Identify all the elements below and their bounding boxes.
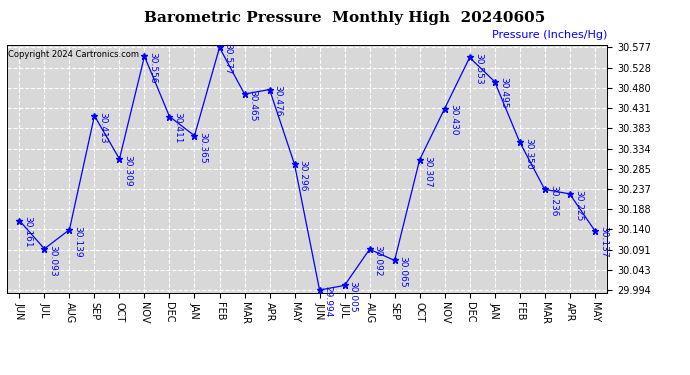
Text: 30.350: 30.350 [524, 138, 533, 170]
Text: 30.225: 30.225 [574, 190, 583, 221]
Text: 30.137: 30.137 [599, 226, 608, 258]
Text: 29.994: 29.994 [324, 286, 333, 317]
Text: 30.430: 30.430 [448, 105, 457, 136]
Text: Copyright 2024 Cartronics.com: Copyright 2024 Cartronics.com [8, 50, 139, 59]
Text: 30.296: 30.296 [299, 160, 308, 192]
Text: 30.556: 30.556 [148, 52, 157, 84]
Text: 30.309: 30.309 [124, 155, 132, 186]
Text: Pressure (Inches/Hg): Pressure (Inches/Hg) [492, 30, 607, 40]
Text: 30.413: 30.413 [99, 111, 108, 143]
Text: 30.495: 30.495 [499, 78, 508, 109]
Text: 30.005: 30.005 [348, 281, 357, 313]
Text: 30.411: 30.411 [174, 112, 183, 144]
Text: Barometric Pressure  Monthly High  20240605: Barometric Pressure Monthly High 2024060… [144, 11, 546, 25]
Text: 30.236: 30.236 [549, 185, 558, 217]
Text: 30.553: 30.553 [474, 53, 483, 85]
Text: 30.465: 30.465 [248, 90, 257, 122]
Text: 30.093: 30.093 [48, 244, 57, 276]
Text: 30.476: 30.476 [274, 86, 283, 117]
Text: 30.139: 30.139 [74, 225, 83, 257]
Text: 30.065: 30.065 [399, 256, 408, 288]
Text: 30.307: 30.307 [424, 156, 433, 187]
Text: 30.365: 30.365 [199, 132, 208, 163]
Text: 30.092: 30.092 [374, 245, 383, 277]
Text: 30.161: 30.161 [23, 216, 32, 248]
Text: 30.577: 30.577 [224, 44, 233, 75]
